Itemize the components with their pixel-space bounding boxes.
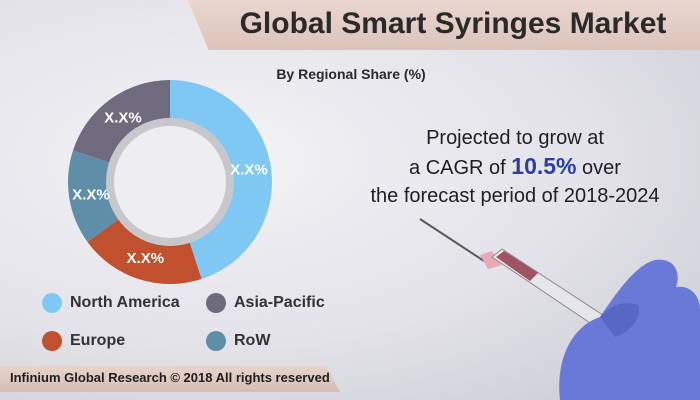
projection-prefix: a CAGR of [409,157,512,179]
legend-item-asia-pacific: Asia-Pacific [206,293,325,313]
donut-slice-asia-pacific [72,80,170,165]
projection-line-1: Projected to grow at [426,127,604,149]
legend-label: Europe [70,332,126,349]
legend-swatch [42,331,62,351]
projection-text: Projected to grow at a CAGR of 10.5% ove… [350,124,680,210]
legend-swatch [42,293,62,313]
legend-label: Asia-Pacific [234,294,325,311]
donut-data-label: X.X% [127,250,165,267]
syringe-glove-illustration [419,218,700,400]
donut-data-label: X.X% [230,161,268,178]
donut-slice-europe [87,216,202,284]
donut-data-label: X.X% [72,187,110,204]
cagr-value: 10.5% [511,153,577,179]
legend-item-row: RoW [206,331,270,351]
projection-suffix: over [576,157,621,179]
legend-swatch [206,331,226,351]
needle-hub [480,251,502,269]
donut-data-label: X.X% [104,109,142,126]
glove-hand [559,259,700,400]
title-banner [188,0,700,50]
footer-banner [0,366,340,392]
syringe-fluid [496,251,538,281]
projection-line-2: a CAGR of 10.5% over [350,152,680,182]
footer-copyright: Infinium Global Research © 2018 All righ… [10,370,330,385]
legend-item-europe: Europe [42,331,125,351]
needle [419,218,485,262]
legend-label: North America [70,294,180,311]
page-title: Global Smart Syringes Market [239,7,667,40]
glove-thumb [600,303,639,337]
donut-hole [114,126,226,238]
donut-chart: X.X% X.X% X.X% X.X% [68,80,273,284]
chart-legend: North America Asia-Pacific Europe RoW [42,293,342,353]
legend-label: RoW [234,332,271,349]
chart-subtitle: By Regional Share (%) [276,66,426,82]
projection-line-3: the forecast period of 2018-2024 [370,185,660,207]
legend-swatch [206,293,226,313]
legend-item-north-america: North America [42,293,180,313]
